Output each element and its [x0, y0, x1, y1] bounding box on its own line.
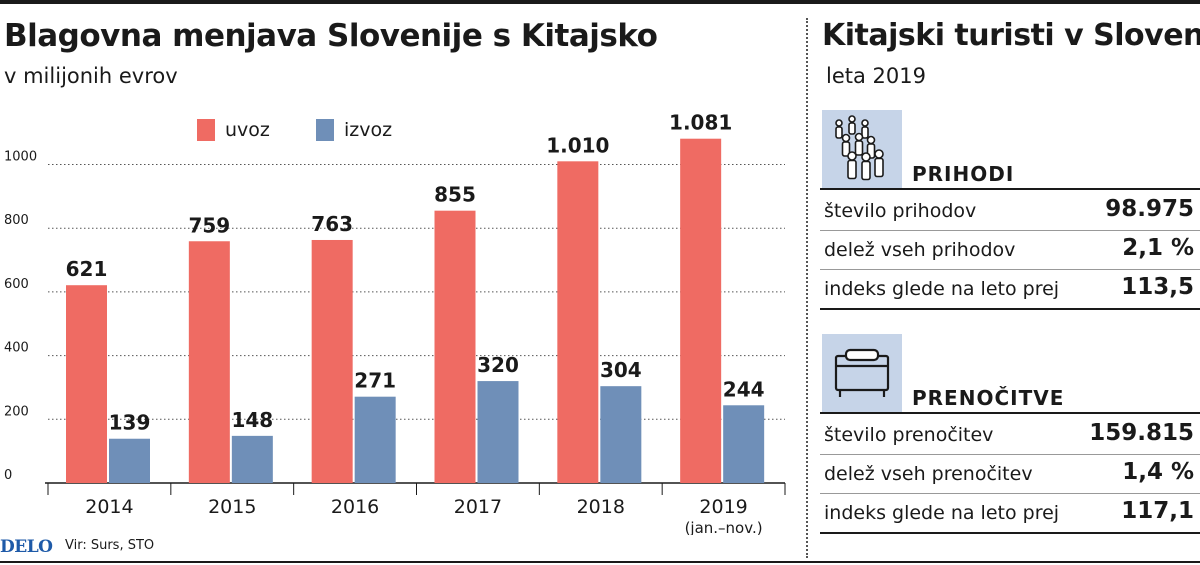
row-value: 1,4 %: [1122, 459, 1194, 485]
data-label-izvoz-2017: 320: [477, 353, 519, 377]
bar-chart: 0 200 400 600 800 1000 621 139 2014 759 148 2015 763…: [4, 111, 786, 535]
row-label: indeks glede na leto prej: [824, 278, 1060, 300]
row-value: 2,1 %: [1122, 235, 1194, 261]
row-value: 113,5: [1121, 274, 1194, 300]
data-label-uvoz-2019: 1.081: [669, 111, 732, 135]
legend-swatch-uvoz: [197, 119, 215, 141]
data-label-uvoz-2016: 763: [311, 212, 353, 236]
arrivals-row-share: delež vseh prihodov 2,1 %: [820, 231, 1200, 270]
x-tick-label: 2016: [331, 496, 379, 518]
tourists-subtitle: leta 2019: [826, 64, 926, 88]
panel-divider: [806, 18, 808, 558]
row-label: delež vseh prenočitev: [824, 463, 1033, 485]
legend-swatch-izvoz: [316, 119, 334, 141]
row-label: število prihodov: [824, 200, 977, 222]
delo-logo: DELO: [0, 537, 53, 557]
top-rule: [0, 0, 1200, 4]
arrivals-table: število prihodov 98.975 delež vseh priho…: [820, 192, 1200, 310]
row-label: indeks glede na leto prej: [824, 502, 1060, 524]
x-tick-label: 2019: [699, 496, 747, 518]
nights-row-count: število prenočitev 159.815: [820, 416, 1200, 455]
data-label-izvoz-2019: 244: [723, 377, 765, 401]
data-label-izvoz-2016: 271: [354, 369, 396, 393]
nights-row-index: indeks glede na leto prej 117,1: [820, 494, 1200, 534]
people-group-icon: [822, 110, 902, 190]
x-tick-label: 2015: [208, 496, 256, 518]
row-value: 159.815: [1089, 420, 1194, 446]
legend-label-izvoz: izvoz: [344, 119, 393, 141]
data-label-uvoz-2014: 621: [66, 257, 108, 281]
arrivals-title: PRIHODI: [912, 162, 1015, 186]
tourists-title: Kitajski turisti v Sloveniji: [822, 18, 1200, 53]
y-tick-label: 1000: [4, 150, 37, 165]
data-label-izvoz-2014: 139: [109, 411, 151, 435]
y-tick-label: 600: [4, 277, 29, 292]
x-tick-note: (jan.–nov.): [685, 519, 763, 535]
x-tick-label: 2014: [85, 496, 133, 518]
data-label-uvoz-2017: 855: [434, 183, 476, 207]
bar-uvoz-2014: [66, 285, 107, 483]
nights-row-share: delež vseh prenočitev 1,4 %: [820, 455, 1200, 494]
bar-uvoz-2017: [434, 210, 476, 483]
nights-title: PRENOČITVE: [912, 386, 1065, 410]
data-label-izvoz-2018: 304: [600, 358, 642, 382]
legend-item-izvoz: izvoz: [316, 118, 392, 142]
bar-izvoz-2014: [109, 438, 150, 483]
bar-uvoz-2016: [311, 239, 353, 483]
arrivals-rule: [820, 188, 1200, 190]
y-tick-label: 800: [4, 213, 29, 228]
row-label: delež vseh prihodov: [824, 239, 1016, 261]
nights-rule: [820, 412, 1200, 414]
chart-title: Blagovna menjava Slovenije s Kitajsko: [4, 18, 658, 54]
x-tick-label: 2017: [454, 496, 502, 518]
nights-table: število prenočitev 159.815 delež vseh pr…: [820, 416, 1200, 534]
bar-izvoz-2018: [600, 386, 642, 483]
bar-izvoz-2016: [354, 396, 396, 483]
bar-uvoz-2019: [680, 138, 722, 483]
bottom-rule: [0, 561, 1200, 563]
y-tick-label: 400: [4, 341, 29, 356]
row-value: 117,1: [1121, 498, 1194, 524]
y-tick-label: 0: [4, 468, 12, 483]
row-value: 98.975: [1105, 196, 1194, 222]
data-label-izvoz-2015: 148: [231, 408, 273, 432]
bed-icon: [822, 334, 902, 414]
source-note: Vir: Surs, STO: [65, 538, 155, 553]
bar-izvoz-2019: [723, 405, 765, 483]
y-tick-label: 200: [4, 404, 29, 419]
arrivals-header: PRIHODI: [820, 110, 1200, 190]
bar-izvoz-2017: [477, 381, 519, 483]
arrivals-row-index: indeks glede na leto prej 113,5: [820, 270, 1200, 310]
x-tick-label: 2018: [577, 496, 625, 518]
bar-uvoz-2018: [557, 161, 599, 483]
nights-header: PRENOČITVE: [820, 334, 1200, 414]
bar-izvoz-2015: [231, 435, 273, 483]
legend-item-uvoz: uvoz: [197, 118, 270, 142]
row-label: število prenočitev: [824, 424, 994, 446]
arrivals-row-count: število prihodov 98.975: [820, 192, 1200, 231]
data-label-uvoz-2018: 1.010: [546, 133, 609, 157]
legend-label-uvoz: uvoz: [225, 119, 270, 141]
bar-uvoz-2015: [188, 241, 230, 483]
chart-subtitle: v milijonih evrov: [4, 64, 178, 88]
data-label-uvoz-2015: 759: [188, 213, 230, 237]
